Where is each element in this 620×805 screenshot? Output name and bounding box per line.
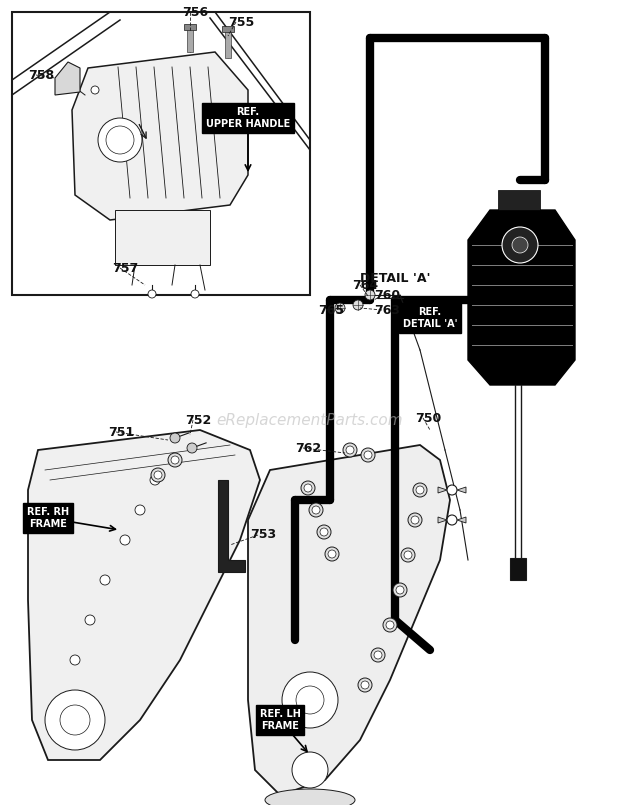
Circle shape: [168, 453, 182, 467]
Circle shape: [296, 686, 324, 714]
Circle shape: [292, 752, 328, 788]
Text: REF.
UPPER HANDLE: REF. UPPER HANDLE: [206, 107, 290, 129]
Circle shape: [396, 586, 404, 594]
Circle shape: [401, 548, 415, 562]
Circle shape: [404, 551, 412, 559]
Circle shape: [135, 505, 145, 515]
Polygon shape: [457, 517, 466, 523]
Circle shape: [100, 575, 110, 585]
Text: eReplacementParts.com: eReplacementParts.com: [216, 412, 404, 427]
Circle shape: [85, 615, 95, 625]
Text: REF. LH
FRAME: REF. LH FRAME: [260, 709, 301, 731]
Bar: [115, 210, 210, 265]
Circle shape: [413, 483, 427, 497]
Text: DETAIL 'A': DETAIL 'A': [360, 271, 430, 284]
Text: 757: 757: [112, 262, 138, 275]
Bar: [222, 26, 234, 32]
Circle shape: [358, 678, 372, 692]
Bar: [187, 30, 193, 52]
Text: 753: 753: [250, 529, 276, 542]
Polygon shape: [498, 190, 540, 210]
Circle shape: [151, 468, 165, 482]
Polygon shape: [28, 430, 260, 760]
Circle shape: [371, 648, 385, 662]
Circle shape: [502, 227, 538, 263]
Circle shape: [171, 456, 179, 464]
Bar: [225, 32, 231, 58]
Circle shape: [383, 618, 397, 632]
Text: 765: 765: [318, 303, 344, 316]
Polygon shape: [457, 487, 466, 493]
Circle shape: [361, 681, 369, 689]
Circle shape: [148, 290, 156, 298]
Polygon shape: [438, 517, 447, 523]
Circle shape: [374, 651, 382, 659]
Circle shape: [343, 443, 357, 457]
Bar: [510, 558, 526, 580]
Polygon shape: [468, 210, 575, 385]
Text: 750: 750: [415, 411, 441, 424]
Circle shape: [304, 484, 312, 492]
Circle shape: [411, 516, 419, 524]
Polygon shape: [72, 52, 248, 220]
Text: REF.
DETAIL 'A': REF. DETAIL 'A': [403, 308, 458, 328]
Circle shape: [70, 655, 80, 665]
Polygon shape: [218, 480, 245, 572]
Bar: [184, 24, 196, 30]
Circle shape: [512, 237, 528, 253]
Circle shape: [301, 481, 315, 495]
Polygon shape: [248, 445, 450, 795]
Text: 752: 752: [185, 414, 211, 427]
Circle shape: [191, 290, 199, 298]
Ellipse shape: [265, 789, 355, 805]
Circle shape: [309, 503, 323, 517]
Circle shape: [353, 300, 363, 310]
Circle shape: [187, 443, 197, 453]
Circle shape: [120, 535, 130, 545]
Circle shape: [320, 528, 328, 536]
Circle shape: [60, 705, 90, 735]
Circle shape: [154, 471, 162, 479]
Text: REF. RH
FRAME: REF. RH FRAME: [27, 507, 69, 529]
Circle shape: [325, 547, 339, 561]
Circle shape: [150, 475, 160, 485]
Text: 758: 758: [28, 68, 54, 81]
Circle shape: [91, 86, 99, 94]
Circle shape: [416, 486, 424, 494]
Circle shape: [364, 451, 372, 459]
Circle shape: [170, 433, 180, 443]
Circle shape: [312, 506, 320, 514]
Circle shape: [282, 672, 338, 728]
Bar: [12, 12, 310, 295]
Text: 764: 764: [352, 279, 378, 291]
Circle shape: [346, 446, 354, 454]
Circle shape: [408, 513, 422, 527]
Circle shape: [328, 550, 336, 558]
Circle shape: [317, 525, 331, 539]
Text: 751: 751: [108, 426, 135, 439]
Text: 763: 763: [374, 303, 400, 316]
Circle shape: [335, 303, 345, 313]
Text: 760: 760: [374, 288, 400, 302]
Circle shape: [106, 126, 134, 154]
Circle shape: [447, 515, 457, 525]
Circle shape: [393, 583, 407, 597]
Polygon shape: [55, 62, 80, 95]
Polygon shape: [438, 487, 447, 493]
Circle shape: [447, 485, 457, 495]
Text: 756: 756: [182, 6, 208, 19]
Circle shape: [45, 690, 105, 750]
Text: 762: 762: [295, 441, 321, 455]
Circle shape: [386, 621, 394, 629]
Circle shape: [361, 448, 375, 462]
Circle shape: [98, 118, 142, 162]
Text: 755: 755: [228, 15, 254, 28]
Circle shape: [365, 290, 375, 300]
